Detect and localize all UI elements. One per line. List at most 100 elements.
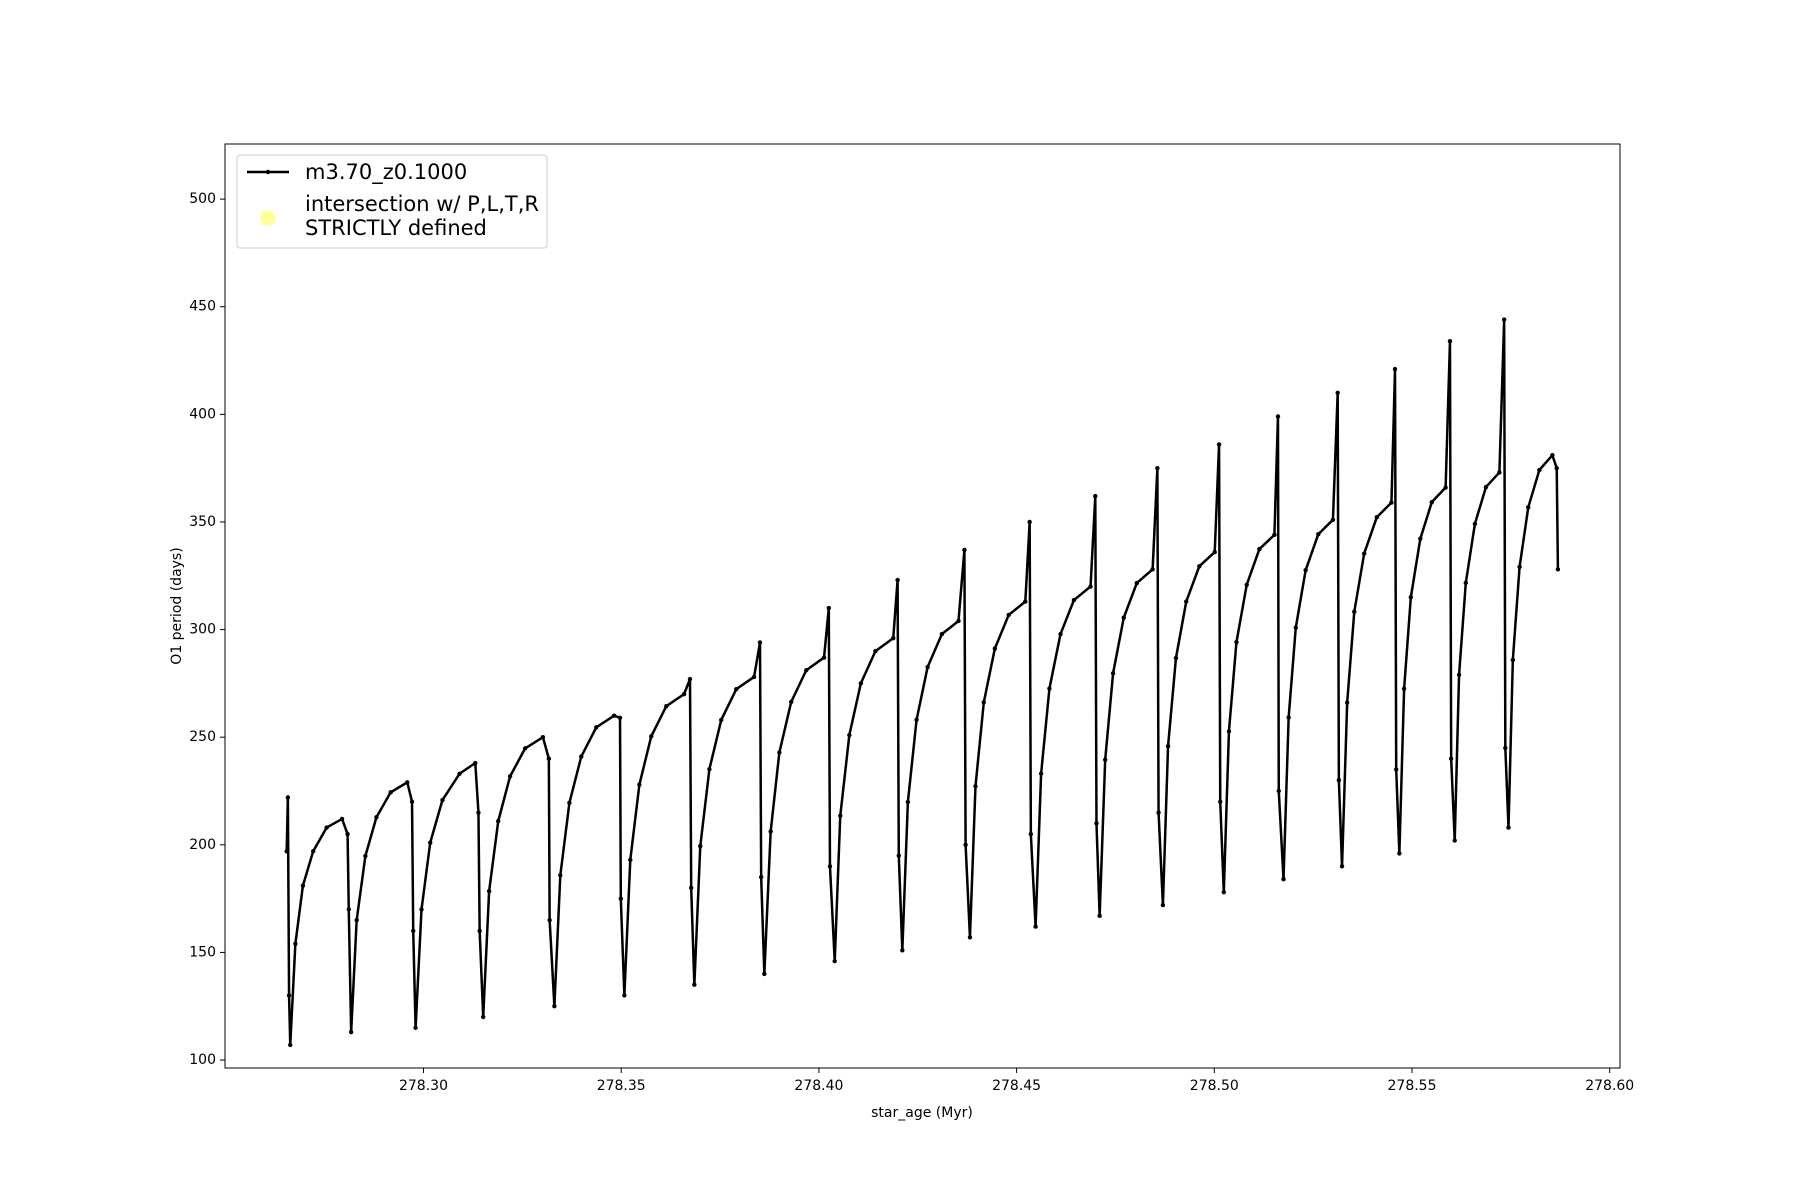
data-point bbox=[1094, 821, 1099, 826]
data-point bbox=[1452, 838, 1457, 843]
data-point bbox=[1550, 453, 1555, 458]
data-point bbox=[293, 941, 298, 947]
plot-frame bbox=[224, 143, 1621, 1069]
data-point bbox=[476, 810, 481, 815]
data-point bbox=[1463, 580, 1468, 586]
data-point bbox=[405, 780, 410, 785]
data-point bbox=[547, 917, 552, 923]
y-tick-label: 250 bbox=[189, 729, 216, 745]
data-point bbox=[1361, 551, 1367, 556]
data-point bbox=[1316, 532, 1321, 537]
data-point bbox=[827, 864, 833, 869]
data-point bbox=[1226, 729, 1232, 734]
data-point bbox=[1448, 756, 1454, 761]
data-point bbox=[1392, 366, 1398, 372]
data-point bbox=[1344, 700, 1350, 705]
data-point bbox=[622, 993, 627, 998]
data-point bbox=[963, 842, 968, 848]
data-point bbox=[1526, 505, 1531, 510]
data-point bbox=[1443, 485, 1448, 490]
legend-marker bbox=[265, 169, 271, 175]
data-point bbox=[486, 888, 492, 894]
data-point bbox=[522, 746, 528, 751]
data-point bbox=[777, 750, 782, 755]
x-tick-label: 278.45 bbox=[992, 1078, 1041, 1094]
data-point bbox=[1160, 902, 1166, 908]
data-point bbox=[1510, 657, 1516, 663]
data-point bbox=[1418, 536, 1423, 541]
legend-marker bbox=[260, 210, 276, 226]
data-point bbox=[1389, 500, 1394, 505]
data-point bbox=[768, 829, 773, 834]
data-point bbox=[1554, 465, 1559, 471]
data-point bbox=[895, 577, 900, 583]
data-point bbox=[1058, 631, 1063, 637]
data-point bbox=[409, 799, 415, 804]
data-point bbox=[411, 928, 416, 934]
data-point bbox=[300, 883, 306, 888]
legend-label: intersection w/ P,L,T,R STRICTLY defined bbox=[305, 192, 539, 240]
data-point bbox=[1401, 686, 1407, 691]
data-point bbox=[617, 715, 623, 721]
data-point bbox=[939, 631, 945, 637]
data-point bbox=[838, 813, 843, 818]
x-tick-label: 278.35 bbox=[597, 1078, 646, 1094]
data-point bbox=[956, 618, 961, 624]
data-point bbox=[698, 843, 703, 849]
data-point bbox=[757, 640, 763, 645]
data-point bbox=[832, 958, 837, 964]
data-point bbox=[734, 686, 739, 692]
data-point bbox=[914, 717, 919, 722]
data-point bbox=[594, 725, 599, 730]
data-point bbox=[339, 816, 345, 822]
data-point bbox=[440, 797, 445, 803]
data-point bbox=[826, 605, 831, 611]
data-point bbox=[804, 668, 809, 673]
y-tick-label: 100 bbox=[189, 1052, 216, 1068]
data-point bbox=[1408, 595, 1414, 600]
data-point bbox=[681, 691, 687, 697]
data-point bbox=[473, 760, 478, 766]
data-point bbox=[1134, 580, 1140, 586]
data-point bbox=[1234, 639, 1239, 645]
data-point bbox=[1027, 519, 1032, 525]
data-point bbox=[1374, 515, 1380, 520]
y-tick-label: 200 bbox=[189, 837, 216, 853]
data-point bbox=[1047, 686, 1052, 691]
data-point bbox=[477, 928, 482, 934]
data-point bbox=[1038, 771, 1044, 776]
data-point bbox=[1093, 493, 1098, 499]
data-point bbox=[546, 756, 552, 761]
x-tick-label: 278.50 bbox=[1190, 1078, 1239, 1094]
data-point bbox=[567, 800, 572, 806]
data-point bbox=[1156, 810, 1161, 815]
data-point bbox=[1503, 745, 1508, 751]
data-point bbox=[1023, 599, 1028, 604]
data-point bbox=[324, 825, 329, 830]
data-point bbox=[1257, 546, 1262, 552]
data-point bbox=[374, 815, 379, 820]
data-point bbox=[762, 971, 767, 977]
data-point bbox=[1336, 778, 1342, 783]
y-tick-label: 150 bbox=[189, 944, 216, 960]
data-point bbox=[618, 896, 624, 901]
data-point bbox=[1150, 567, 1155, 572]
x-tick-label: 278.60 bbox=[1585, 1078, 1634, 1094]
data-point bbox=[354, 917, 359, 923]
data-point bbox=[611, 713, 617, 718]
data-point bbox=[1218, 799, 1223, 804]
data-point bbox=[992, 646, 998, 651]
data-point bbox=[1102, 757, 1108, 762]
y-tick-label: 400 bbox=[189, 406, 216, 422]
data-point bbox=[1216, 442, 1222, 447]
legend: m3.70_z0.1000 intersection w/ P,L,T,R STRI… bbox=[236, 154, 548, 249]
legend-box bbox=[236, 154, 548, 249]
data-point bbox=[1244, 582, 1249, 587]
data-point bbox=[348, 1029, 354, 1035]
data-point bbox=[310, 849, 316, 854]
data-point bbox=[1537, 467, 1542, 473]
data-point bbox=[1472, 521, 1478, 527]
x-tick-label: 278.30 bbox=[399, 1078, 448, 1094]
data-point bbox=[1352, 609, 1357, 614]
data-point bbox=[821, 655, 827, 660]
